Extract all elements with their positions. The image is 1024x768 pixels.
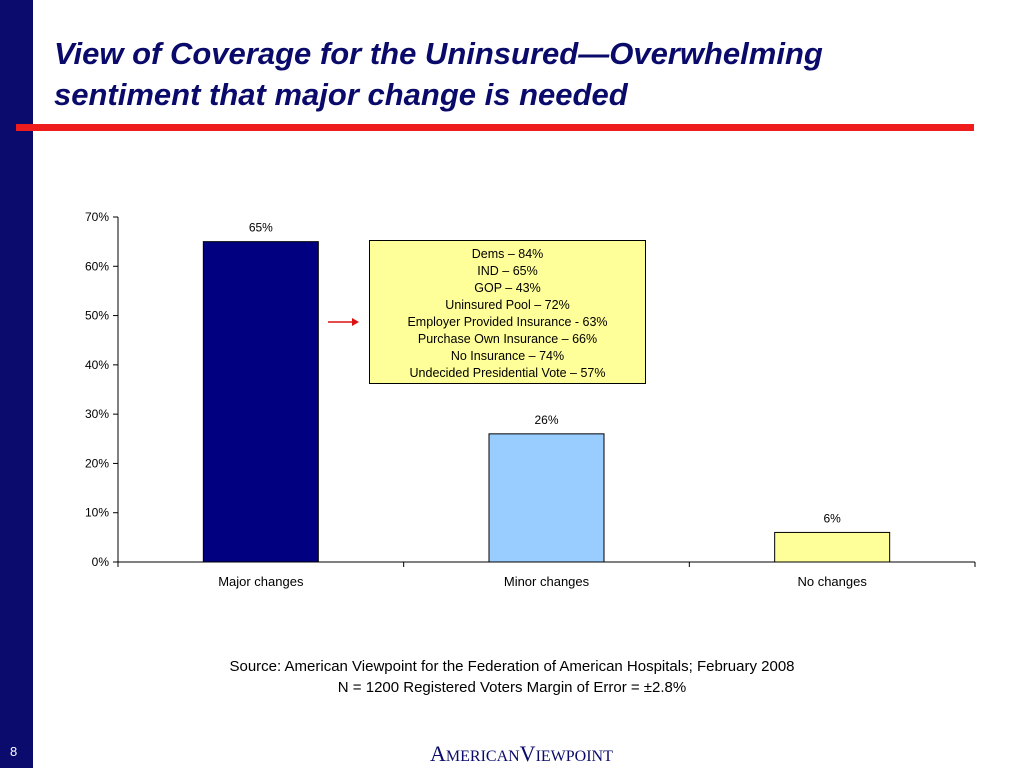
source-note: Source: American Viewpoint for the Feder… [0,656,1024,698]
source-line-2: N = 1200 Registered Voters Margin of Err… [337,679,687,696]
logo-letter: A [430,741,446,766]
slide-number: 8 [10,744,18,759]
bar-value-label: 65% [249,221,273,235]
bar [774,531,891,563]
y-tick-label: 0% [92,555,110,569]
callout-line: GOP – 43% [474,281,541,295]
category-label: No changes [797,574,867,589]
title-underline [16,124,974,131]
source-line-1: Source: American Viewpoint for the Feder… [229,658,795,675]
chart-marks: 0% 10% 20% 30% 40% 50% 60% 70% 65% Major changes 2… [85,210,976,589]
callout-arrow-head [352,318,359,326]
logo-text: IEWPOINT [535,748,613,765]
callout-line: IND – 65% [477,264,538,278]
callout-line: Purchase Own Insurance – 66% [417,332,598,346]
callout-line: Undecided Presidential Vote – 57% [409,366,606,380]
american-viewpoint-logo: AMERICANVIEWPOINT [430,741,613,767]
bar [488,433,605,563]
bar-value-label: 26% [534,413,558,427]
callout-line: Dems – 84% [471,247,544,261]
callout-line: No Insurance – 74% [450,349,565,363]
slide-title-line-2: sentiment that major change is needed [54,77,628,112]
callout-box: Dems – 84% IND – 65% GOP – 43% Uninsured… [369,240,646,384]
callout-line: Employer Provided Insurance - 63% [407,315,608,329]
y-tick-label: 40% [85,358,109,372]
slide-title-line-1: View of Coverage for the Uninsured—Overw… [54,36,823,71]
callout-line: Uninsured Pool – 72% [445,298,570,312]
y-tick-label: 30% [85,407,109,421]
bar [202,241,319,563]
category-label: Major changes [218,574,304,589]
category-label: Minor changes [504,574,590,589]
bar-chart: 0% 10% 20% 30% 40% 50% 60% 70% 65% Major changes 2… [85,210,976,589]
y-tick-label: 20% [85,456,109,470]
bar-value-label: 6% [823,511,841,525]
y-tick-label: 10% [85,506,109,520]
y-tick-label: 50% [85,309,109,323]
slide-title: View of Coverage for the Uninsured—Overw… [54,33,994,115]
y-tick-label: 70% [85,210,109,224]
logo-text: MERICAN [445,748,520,765]
y-tick-label: 60% [85,259,109,273]
logo-letter: V [519,741,536,766]
